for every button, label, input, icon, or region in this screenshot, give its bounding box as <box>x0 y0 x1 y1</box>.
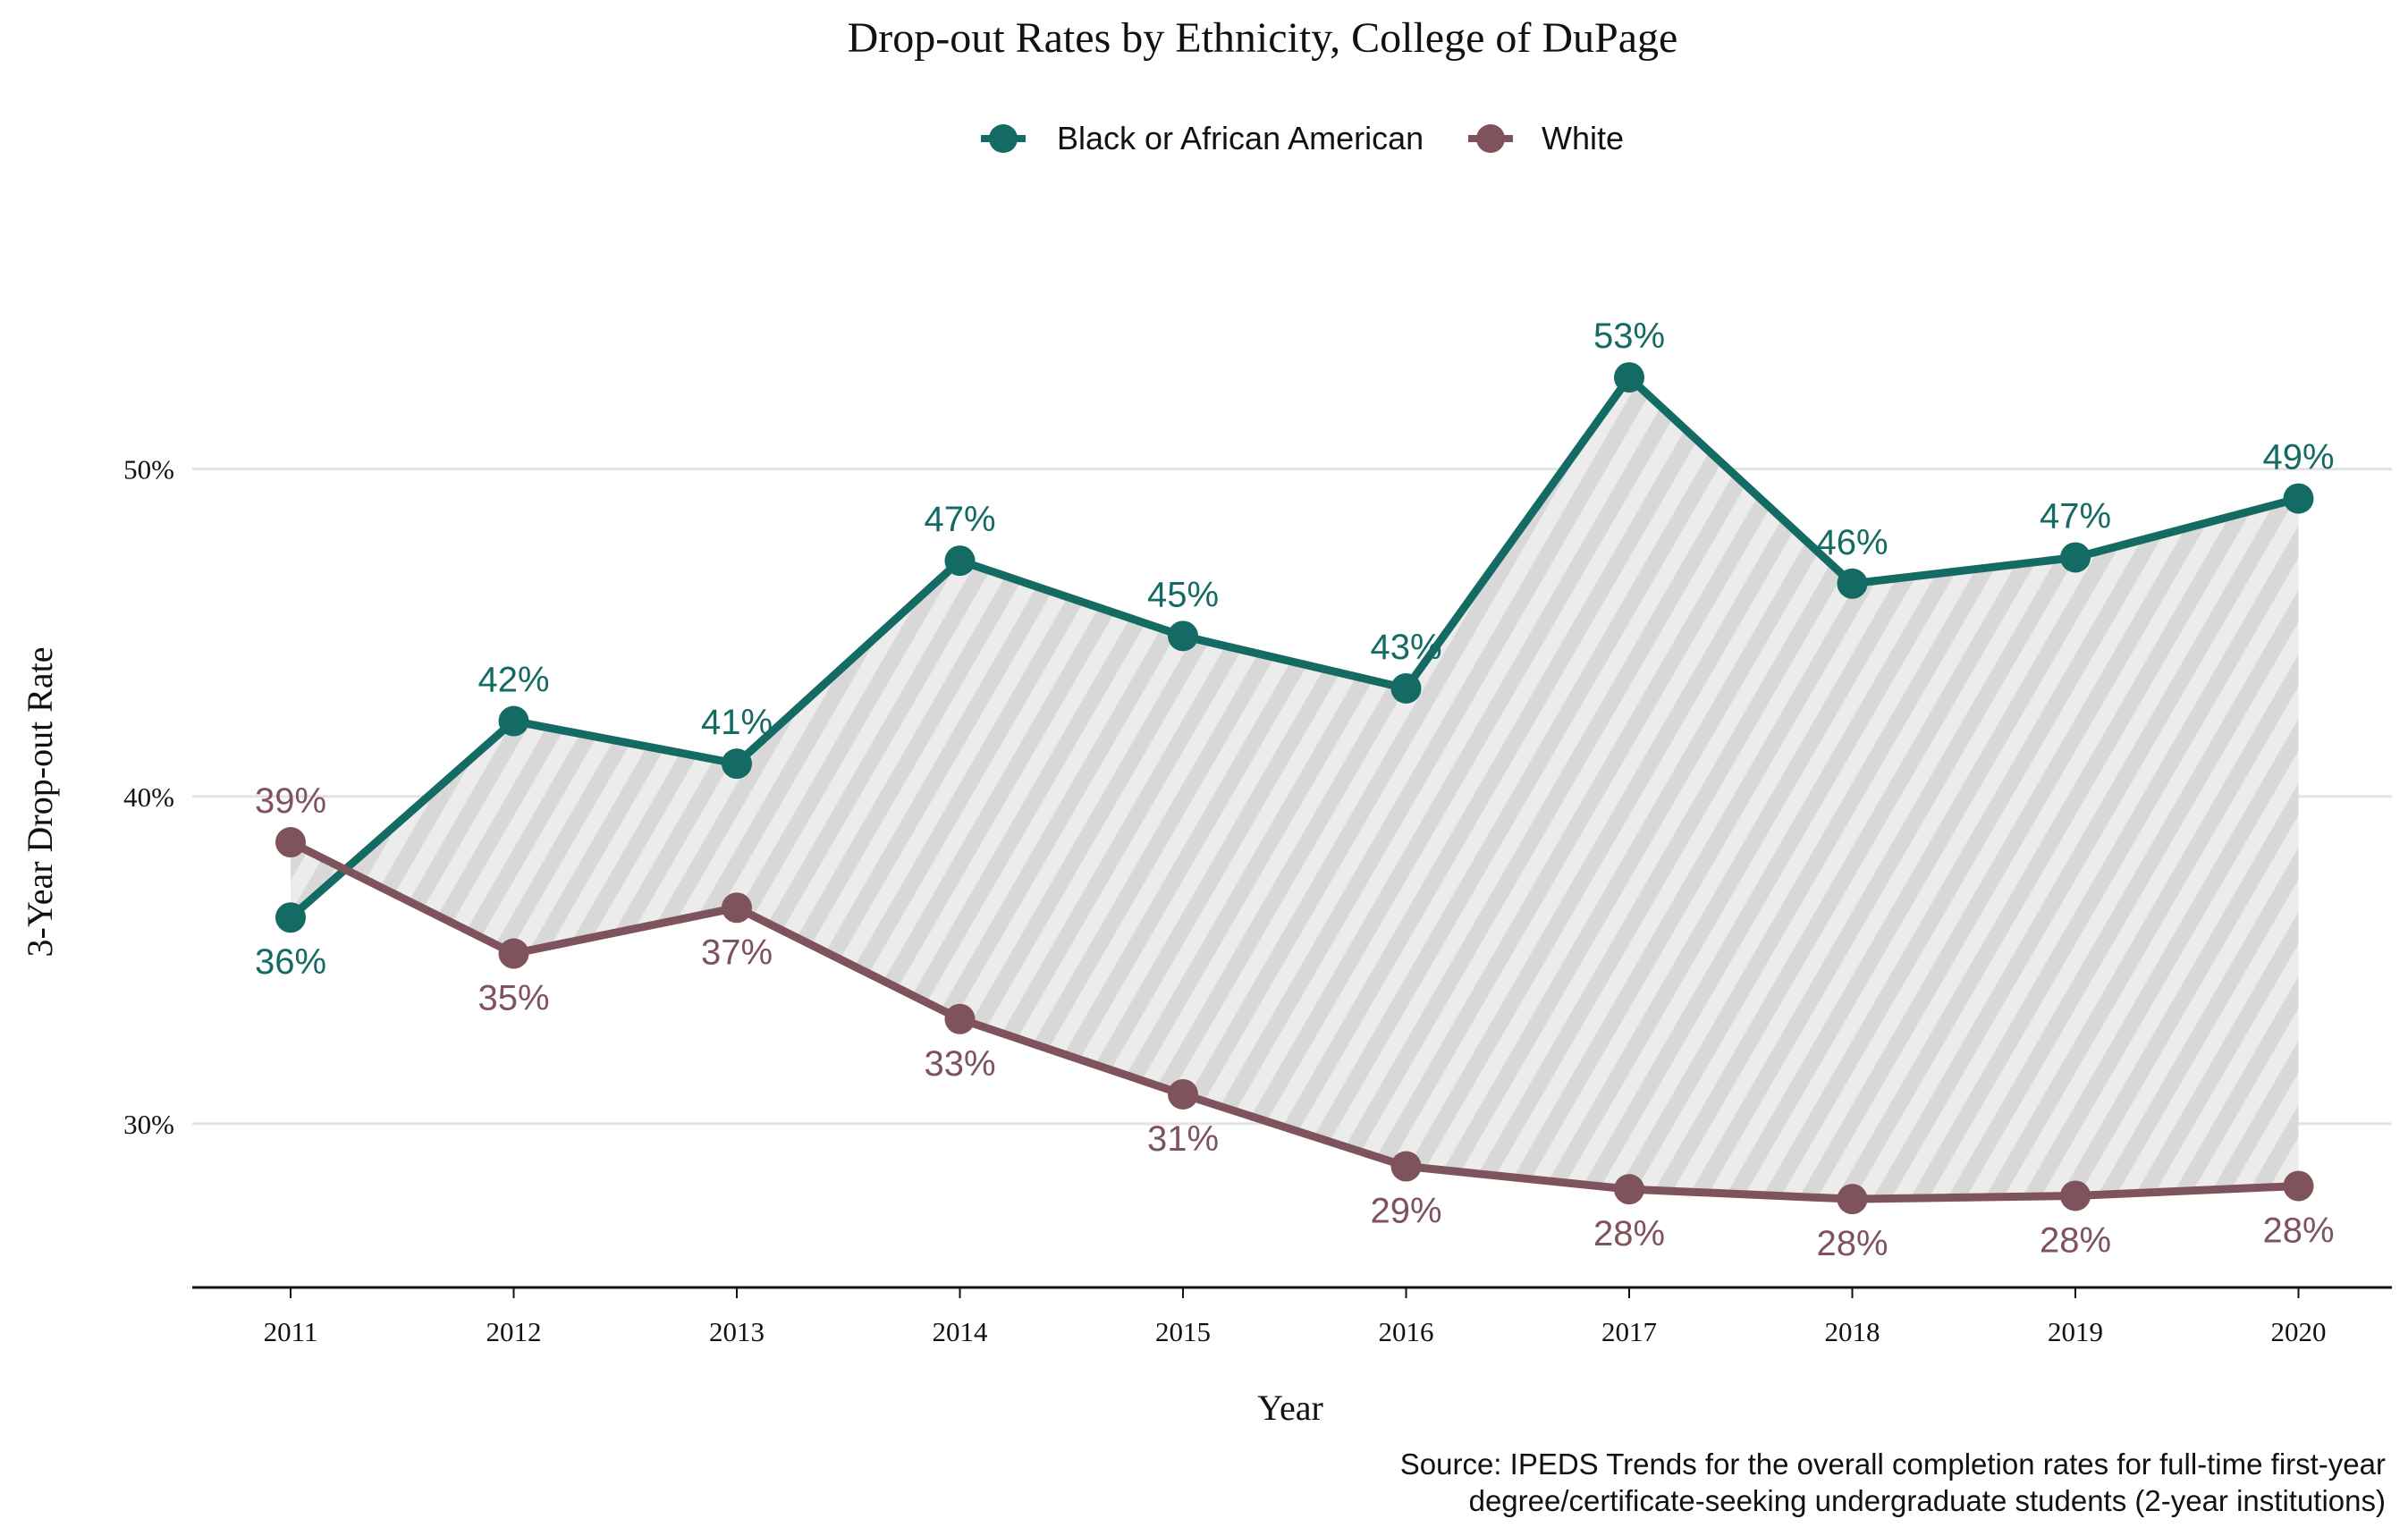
data-label-white-2014: 33% <box>924 1044 995 1084</box>
series-line-black <box>288 373 2300 921</box>
data-label-black-2019: 47% <box>2040 496 2111 536</box>
source-caption-line-1: Source: IPEDS Trends for the overall com… <box>1400 1447 2386 1481</box>
point-black-2015 <box>1168 620 1198 652</box>
series-line-white <box>288 839 2299 1203</box>
point-black-2011 <box>275 902 306 933</box>
data-label-black-2013: 41% <box>701 703 773 742</box>
point-black-2016 <box>1390 672 1422 704</box>
point-black-2014 <box>944 545 976 577</box>
data-label-black-2017: 53% <box>1593 316 1665 356</box>
point-white-2016 <box>1390 1151 1422 1182</box>
x-axis-title: Year <box>1257 1388 1323 1428</box>
point-white-2020 <box>2283 1170 2314 1202</box>
x-tick-label-2015: 2015 <box>1155 1316 1211 1347</box>
point-black-2018 <box>1837 568 1868 599</box>
data-label-white-2015: 31% <box>1147 1119 1219 1159</box>
legend-label-white: White <box>1542 120 1624 156</box>
legend-label-black: Black or African American <box>1057 120 1424 156</box>
point-white-2014 <box>944 1003 976 1034</box>
x-tick-label-2013: 2013 <box>709 1316 765 1347</box>
source-caption-line-2: degree/certificate-seeking undergraduate… <box>1469 1484 2386 1517</box>
x-tick-label-2011: 2011 <box>264 1316 318 1347</box>
x-tick-label-2019: 2019 <box>2048 1316 2103 1347</box>
x-tick-label-2017: 2017 <box>1601 1316 1657 1347</box>
data-label-white-2019: 28% <box>2040 1220 2111 1260</box>
x-tick-label-2016: 2016 <box>1379 1316 1434 1347</box>
y-tick-label-40: 40% <box>123 781 174 813</box>
legend-marker-black <box>989 124 1018 153</box>
data-label-black-2012: 42% <box>477 661 549 700</box>
data-label-white-2018: 28% <box>1816 1224 1888 1263</box>
point-white-2015 <box>1168 1078 1198 1110</box>
x-tick-label-2018: 2018 <box>1825 1316 1880 1347</box>
y-tick-label-30: 30% <box>123 1109 174 1140</box>
chart-title: Drop-out Rates by Ethnicity, College of … <box>848 14 1678 62</box>
point-black-2019 <box>2060 542 2091 573</box>
x-tick-label-2012: 2012 <box>486 1316 542 1347</box>
data-label-white-2011: 39% <box>255 781 326 821</box>
point-black-2017 <box>1614 362 1644 393</box>
data-label-black-2015: 45% <box>1147 575 1219 614</box>
data-label-black-2014: 47% <box>924 500 995 539</box>
point-black-2020 <box>2283 483 2314 514</box>
point-white-2013 <box>722 892 752 924</box>
x-tick-label-2020: 2020 <box>2271 1316 2327 1347</box>
data-label-white-2013: 37% <box>701 933 773 972</box>
point-white-2012 <box>498 938 529 969</box>
data-label-black-2020: 49% <box>2262 438 2334 477</box>
point-white-2011 <box>275 827 306 858</box>
x-tick-label-2014: 2014 <box>933 1316 989 1347</box>
data-label-white-2017: 28% <box>1593 1214 1665 1253</box>
x-axis-ticks: 2011 2012 2013 2014 2015 2016 2017 2018 2019 2020 <box>264 1287 2327 1347</box>
data-label-black-2011: 36% <box>255 942 326 982</box>
gap-band <box>291 377 2299 1200</box>
legend: Black or African American White <box>981 120 1624 156</box>
series-lines <box>275 362 2314 1215</box>
data-labels: 36% 42% 41% 47% 45% 43% 53% 46% 47% 49% 39% 35% 37% 3… <box>255 316 2335 1263</box>
point-black-2013 <box>722 748 752 780</box>
y-axis-ticks: 30% 40% 50% <box>123 454 174 1140</box>
point-white-2017 <box>1614 1174 1644 1205</box>
y-axis-title: 3-Year Drop-out Rate <box>20 647 60 958</box>
data-label-white-2020: 28% <box>2262 1211 2334 1250</box>
y-tick-label-50: 50% <box>123 454 174 485</box>
point-white-2019 <box>2060 1180 2091 1211</box>
data-label-white-2016: 29% <box>1370 1192 1441 1231</box>
data-label-black-2018: 46% <box>1816 523 1888 562</box>
point-white-2018 <box>1837 1184 1868 1215</box>
legend-marker-white <box>1476 124 1505 153</box>
data-label-white-2012: 35% <box>477 979 549 1018</box>
data-label-black-2016: 43% <box>1370 628 1441 667</box>
point-black-2012 <box>498 705 529 737</box>
